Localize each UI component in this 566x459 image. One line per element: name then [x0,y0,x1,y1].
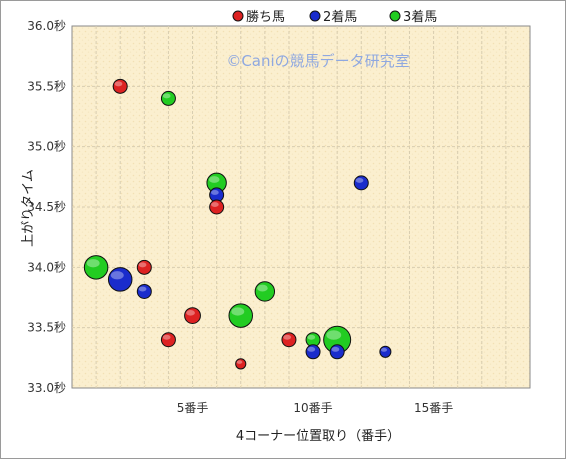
legend-marker [389,10,401,22]
data-point [136,283,152,299]
x-tick-label: 15番手 [414,401,453,415]
data-point-highlight [211,202,219,207]
x-axis-ticks: 5番手 10番手 15番手 [177,401,454,415]
data-point-highlight [236,360,243,364]
data-point-highlight [138,262,147,268]
y-tick-label: 34.5秒 [27,200,66,214]
data-point-highlight [208,176,220,183]
y-tick-label: 33.5秒 [27,321,66,335]
data-point-highlight [186,310,195,316]
data-point-highlight [380,347,388,352]
y-tick-label: 34.0秒 [27,260,66,274]
data-points [83,78,392,370]
data-point [379,345,392,358]
data-point-highlight [307,346,316,352]
x-axis-title: 4コーナー位置取り（番手） [236,429,400,444]
data-point [209,199,225,215]
data-point-highlight [138,286,147,292]
data-point-highlight [110,271,124,280]
data-point-highlight [283,334,292,340]
y-axis-ticks: 33.0秒 33.5秒 34.0秒 34.5秒 35.0秒 35.5秒 36.0秒 [27,19,66,395]
data-point [184,307,201,325]
data-point [160,332,176,348]
data-point [353,175,369,191]
data-point [112,78,128,94]
data-point [254,281,276,302]
data-point-highlight [211,190,219,195]
data-point [281,332,297,348]
y-tick-label: 33.0秒 [27,381,66,395]
data-point [329,344,345,360]
legend-marker [232,10,244,22]
y-tick-label: 35.0秒 [27,140,66,154]
x-tick-label: 5番手 [177,401,209,415]
data-point [107,267,133,292]
data-point-highlight [331,346,340,352]
watermark: ©Caniの競馬データ研究室 [226,52,409,70]
data-point [160,90,176,106]
data-point-highlight [326,330,342,340]
data-point-highlight [162,93,171,99]
data-point [235,358,247,370]
data-point [228,303,253,328]
data-point-highlight [307,334,316,340]
data-point-highlight [231,307,245,316]
legend-label: 2着馬 [323,9,357,25]
legend-label: 3着馬 [403,9,437,25]
data-point-highlight [86,259,100,268]
data-point [305,344,321,360]
legend: 勝ち馬 2着馬 3着馬 [232,9,437,25]
y-tick-label: 36.0秒 [27,19,66,33]
data-point-highlight [162,334,171,340]
data-point-highlight [257,284,268,292]
y-tick-label: 35.5秒 [27,79,66,93]
plot-area [71,25,531,389]
data-point [136,259,152,275]
data-point-highlight [355,177,364,183]
data-point [83,255,109,280]
legend-label: 勝ち馬 [246,10,285,25]
data-point-highlight [114,81,123,87]
x-tick-label: 10番手 [293,401,332,415]
legend-marker [309,10,321,22]
y-axis-title: 上がりタイム [21,169,36,247]
